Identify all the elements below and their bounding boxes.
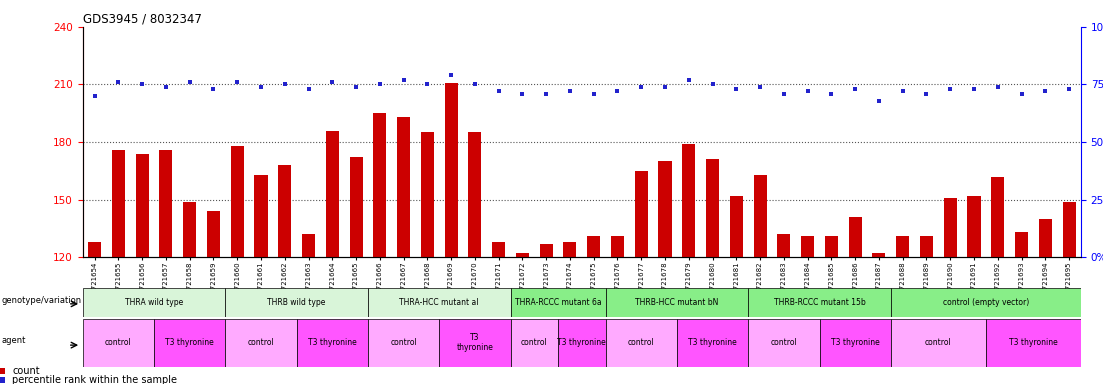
Bar <box>225 288 368 317</box>
Text: T3
thyronine: T3 thyronine <box>457 333 493 353</box>
Bar <box>511 319 558 367</box>
Bar <box>350 157 363 257</box>
Bar <box>992 177 1005 257</box>
Bar <box>136 154 149 257</box>
Text: control: control <box>521 338 548 347</box>
Bar <box>469 132 481 257</box>
Bar <box>1062 202 1075 257</box>
Text: T3 thyronine: T3 thyronine <box>557 338 607 347</box>
Bar <box>753 175 767 257</box>
Bar <box>421 132 433 257</box>
Bar <box>297 319 368 367</box>
Bar <box>231 146 244 257</box>
Text: THRB-RCCC mutant 15b: THRB-RCCC mutant 15b <box>773 298 866 307</box>
Bar <box>83 319 154 367</box>
Text: control: control <box>925 338 952 347</box>
Bar <box>677 319 748 367</box>
Bar <box>606 319 677 367</box>
Bar <box>255 175 268 257</box>
Text: T3 thyronine: T3 thyronine <box>688 338 737 347</box>
Bar <box>820 319 891 367</box>
Bar <box>891 288 1081 317</box>
Bar <box>159 150 172 257</box>
Text: THRA-HCC mutant al: THRA-HCC mutant al <box>399 298 479 307</box>
Text: control: control <box>771 338 797 347</box>
Bar <box>83 288 225 317</box>
Bar <box>373 113 386 257</box>
Bar <box>658 161 672 257</box>
Text: control: control <box>628 338 654 347</box>
Text: THRB wild type: THRB wild type <box>267 298 325 307</box>
Bar <box>634 171 647 257</box>
Bar <box>611 236 624 257</box>
Bar <box>445 83 458 257</box>
Bar <box>825 236 838 257</box>
Text: T3 thyronine: T3 thyronine <box>831 338 879 347</box>
Text: control: control <box>247 338 275 347</box>
Bar <box>967 196 981 257</box>
Bar <box>748 288 891 317</box>
Bar <box>986 319 1081 367</box>
Text: T3 thyronine: T3 thyronine <box>1009 338 1058 347</box>
Bar <box>1015 232 1028 257</box>
Text: T3 thyronine: T3 thyronine <box>165 338 214 347</box>
Bar <box>748 319 820 367</box>
Bar <box>1039 219 1052 257</box>
Bar <box>368 319 439 367</box>
Text: agent: agent <box>1 336 26 345</box>
Bar <box>891 319 986 367</box>
Bar <box>872 253 886 257</box>
Bar <box>920 236 933 257</box>
Text: genotype/variation: genotype/variation <box>1 296 82 305</box>
Bar <box>183 202 196 257</box>
Bar <box>778 234 791 257</box>
Bar <box>368 288 511 317</box>
Bar <box>88 242 101 257</box>
Bar <box>278 165 291 257</box>
Bar <box>539 244 553 257</box>
Bar <box>564 242 577 257</box>
Bar <box>225 319 297 367</box>
Text: control: control <box>105 338 131 347</box>
Text: T3 thyronine: T3 thyronine <box>308 338 356 347</box>
Bar <box>801 236 814 257</box>
Bar <box>302 234 315 257</box>
Bar <box>896 236 909 257</box>
Bar <box>944 198 956 257</box>
Bar <box>848 217 861 257</box>
Bar <box>730 196 742 257</box>
Text: THRA wild type: THRA wild type <box>125 298 183 307</box>
Bar <box>439 319 511 367</box>
Bar <box>558 319 606 367</box>
Text: control (empty vector): control (empty vector) <box>943 298 1029 307</box>
Text: count: count <box>12 366 40 376</box>
Bar <box>683 144 695 257</box>
Bar <box>606 288 748 317</box>
Bar <box>516 253 529 257</box>
Bar <box>207 211 219 257</box>
Bar <box>325 131 339 257</box>
Text: control: control <box>390 338 417 347</box>
Text: GDS3945 / 8032347: GDS3945 / 8032347 <box>83 13 202 26</box>
Bar <box>587 236 600 257</box>
Text: THRB-HCC mutant bN: THRB-HCC mutant bN <box>635 298 718 307</box>
Bar <box>706 159 719 257</box>
Text: percentile rank within the sample: percentile rank within the sample <box>12 375 178 384</box>
Bar <box>111 150 125 257</box>
Text: THRA-RCCC mutant 6a: THRA-RCCC mutant 6a <box>515 298 601 307</box>
Bar <box>154 319 225 367</box>
Bar <box>511 288 606 317</box>
Bar <box>397 117 410 257</box>
Bar <box>492 242 505 257</box>
